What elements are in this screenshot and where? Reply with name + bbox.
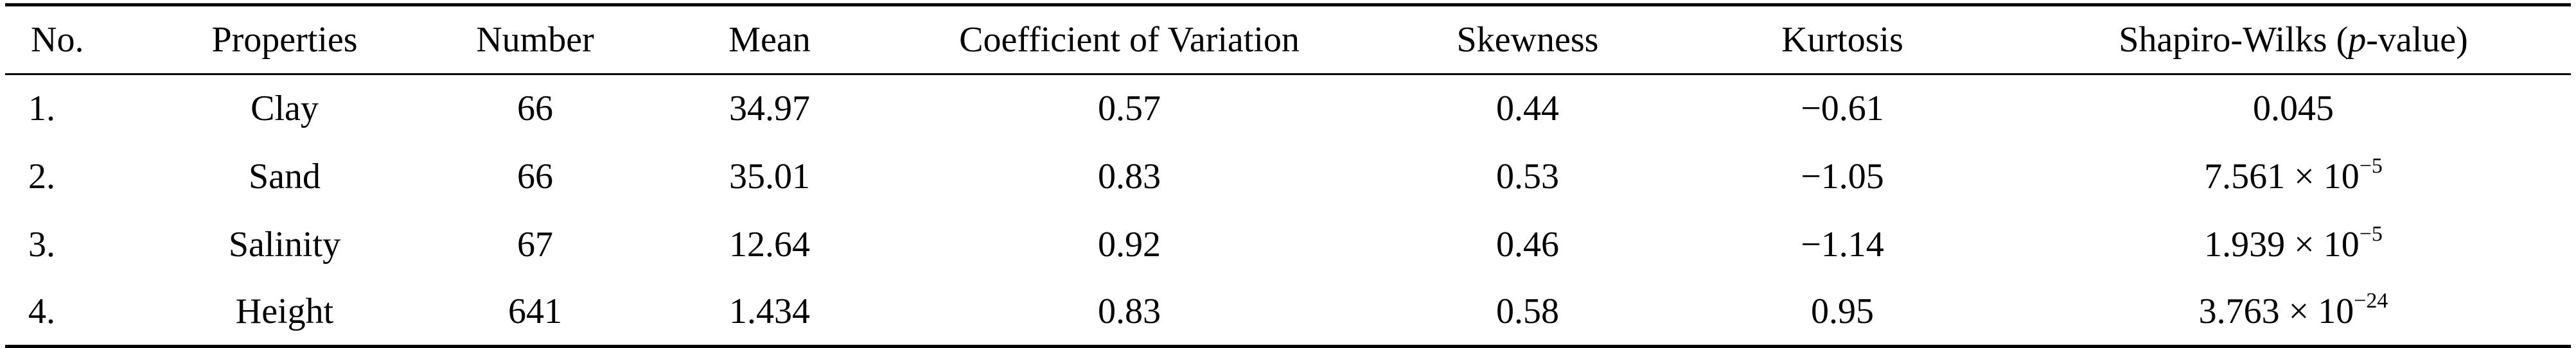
statistics-table: No. Properties Number Mean Coefficient o…: [5, 3, 2571, 348]
pvalue-base: 0.045: [2253, 89, 2334, 129]
cell-kurtosis: −1.05: [1801, 156, 1884, 196]
header-number: Number: [403, 3, 667, 75]
header-shapiro-wilks-p: p: [2348, 20, 2367, 60]
pvalue-exponent: −5: [2359, 222, 2383, 246]
cell-skewness: 0.44: [1496, 89, 1559, 129]
header-properties: Properties: [166, 3, 403, 75]
cell-no: 2.: [28, 156, 55, 196]
pvalue-base: 1.939 × 10: [2204, 224, 2360, 265]
header-no: No.: [5, 3, 166, 75]
header-skewness: Skewness: [1386, 3, 1669, 75]
cell-kurtosis: 0.95: [1669, 278, 2016, 348]
cell-skewness: 0.58: [1386, 278, 1669, 348]
cell-shapiro-wilks-pvalue: 7.561 × 10−5: [2016, 143, 2571, 211]
cell-shapiro-wilks-pvalue: 3.763 × 10−24: [2016, 278, 2571, 348]
header-coefficient-of-variation: Coefficient of Variation: [872, 3, 1386, 75]
table-header-row: No. Properties Number Mean Coefficient o…: [5, 3, 2571, 75]
header-mean: Mean: [667, 3, 872, 75]
header-shapiro-wilks: Shapiro-Wilks (p-value): [2016, 3, 2571, 75]
cell-shapiro-wilks-pvalue: 1.939 × 10−5: [2016, 211, 2571, 279]
cell-property: Height: [166, 278, 403, 348]
cell-coefficient-of-variation: 0.92: [1098, 224, 1161, 265]
header-shapiro-wilks-prefix: Shapiro-Wilks (: [2119, 20, 2349, 60]
table-row: 3. Salinity 67 12.64 0.92 0.46 −1.14 1.9…: [5, 211, 2571, 279]
cell-property: Clay: [251, 89, 319, 129]
cell-kurtosis: −0.61: [1801, 89, 1884, 129]
cell-mean: 12.64: [729, 224, 810, 265]
cell-skewness: 0.46: [1496, 224, 1559, 265]
cell-no: 3.: [28, 224, 55, 265]
cell-mean: 35.01: [729, 156, 810, 196]
cell-mean: 34.97: [729, 89, 810, 129]
cell-coefficient-of-variation: 0.83: [1098, 156, 1161, 196]
cell-number: 66: [517, 156, 553, 196]
cell-number: 66: [517, 89, 553, 129]
cell-no: 4.: [5, 278, 166, 348]
cell-no: 1.: [28, 89, 55, 129]
cell-mean: 1.434: [667, 278, 872, 348]
cell-number: 67: [517, 224, 553, 265]
table-row: 1. Clay 66 34.97 0.57 0.44 −0.61 0.045: [5, 74, 2571, 143]
cell-kurtosis: −1.14: [1801, 224, 1884, 265]
pvalue-exponent: −24: [2354, 289, 2388, 313]
pvalue-exponent: −5: [2359, 153, 2383, 178]
cell-coefficient-of-variation: 0.57: [1098, 89, 1161, 129]
table-row: 2. Sand 66 35.01 0.83 0.53 −1.05 7.561 ×…: [5, 143, 2571, 211]
cell-skewness: 0.53: [1496, 156, 1559, 196]
header-shapiro-wilks-suffix: -value): [2366, 20, 2468, 60]
cell-number: 641: [403, 278, 667, 348]
cell-property: Sand: [249, 156, 321, 196]
header-kurtosis: Kurtosis: [1669, 3, 2016, 75]
pvalue-base: 3.763 × 10: [2198, 291, 2354, 332]
table-row: 4. Height 641 1.434 0.83 0.58 0.95 3.763…: [5, 278, 2571, 348]
cell-shapiro-wilks-pvalue: 0.045: [2016, 74, 2571, 143]
pvalue-base: 7.561 × 10: [2204, 156, 2360, 196]
cell-coefficient-of-variation: 0.83: [872, 278, 1386, 348]
cell-property: Salinity: [228, 224, 341, 265]
